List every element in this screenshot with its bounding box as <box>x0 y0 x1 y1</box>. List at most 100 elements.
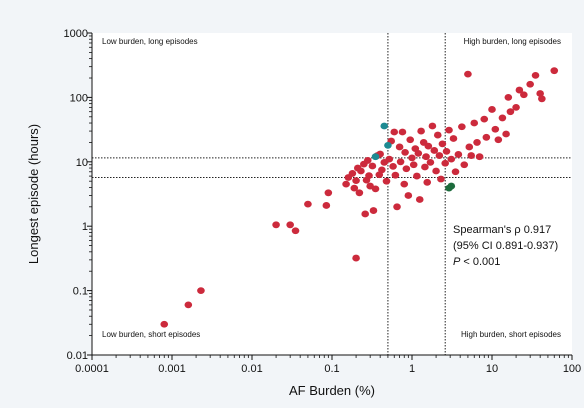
data-point-main <box>414 150 423 157</box>
data-point-main <box>184 301 193 309</box>
statistics-annotation: Spearman's ρ 0.917 (95% CI 0.891-0.937) … <box>453 224 558 268</box>
data-point-main <box>432 167 440 175</box>
data-point-main <box>197 287 205 294</box>
data-point-main <box>506 108 515 116</box>
data-point-main <box>389 162 397 170</box>
data-point-main <box>435 152 444 159</box>
data-point-green <box>447 182 456 190</box>
data-point-main <box>428 122 437 130</box>
annotation-line-3: P < 0.001 <box>453 256 500 268</box>
x-axis-title: AF Burden (%) <box>289 383 375 398</box>
data-point-main <box>447 155 456 163</box>
data-point-main <box>460 161 469 169</box>
data-point-main <box>355 189 364 197</box>
data-point-main <box>437 175 445 183</box>
annotation-line-2: (95% CI 0.891-0.937) <box>453 240 558 252</box>
data-point-main <box>404 192 413 199</box>
data-point-main <box>361 210 369 218</box>
data-point-main <box>482 133 491 141</box>
data-point-main <box>438 140 447 148</box>
data-point-main <box>368 162 377 170</box>
data-point-main <box>423 178 432 186</box>
x-axis-ticks: 0.0001 0.001 0.01 0.1 1 10 100 <box>75 355 581 375</box>
data-point-main <box>426 158 435 166</box>
data-point-main <box>413 172 421 180</box>
quadrant-label-bottom-left: Low burden, short episodes <box>102 330 200 339</box>
data-point-main <box>393 203 401 211</box>
data-point-main <box>515 86 524 94</box>
data-point-main <box>363 157 372 164</box>
data-point-main <box>475 153 484 161</box>
annotation-p-value: < 0.001 <box>460 256 500 268</box>
y-axis-ticks: 0.01 0.1 1 10 100 1000 <box>64 28 92 362</box>
quadrant-label-top-right: High burden, long episodes <box>464 37 561 46</box>
y-tick-label: 0.1 <box>73 286 88 298</box>
data-point-main <box>449 135 458 142</box>
data-point-main <box>342 180 350 188</box>
data-point-main <box>464 70 472 78</box>
data-point-main <box>445 126 453 134</box>
y-axis-title: Longest episode (hours) <box>26 124 41 264</box>
data-point-main <box>424 142 433 150</box>
quadrant-label-top-left: Low burden, long episodes <box>102 37 198 46</box>
data-point-main <box>467 152 476 159</box>
data-point-main <box>272 221 280 229</box>
data-point-main <box>400 180 409 188</box>
data-point-main <box>322 202 331 209</box>
data-point-main <box>390 128 399 136</box>
data-point-main <box>480 115 489 123</box>
data-point-teal <box>380 122 389 130</box>
data-point-main <box>473 139 481 146</box>
data-point-main <box>348 170 357 177</box>
data-point-main <box>526 80 534 88</box>
data-point-main <box>531 71 540 79</box>
x-tick-label: 0.001 <box>158 363 186 375</box>
annotation-p-symbol: P <box>453 256 461 268</box>
data-points <box>160 67 559 328</box>
data-point-main <box>398 128 407 136</box>
data-point-main <box>454 151 463 158</box>
y-tick-label: 1000 <box>64 28 88 40</box>
y-tick-label: 10 <box>76 157 88 169</box>
data-point-main <box>442 148 451 155</box>
data-point-teal <box>384 141 392 149</box>
data-point-main <box>391 171 400 179</box>
data-point-main <box>160 320 169 328</box>
data-point-main <box>550 67 559 75</box>
data-point-main <box>357 167 365 175</box>
x-tick-label: 0.1 <box>324 363 339 375</box>
data-point-main <box>406 136 415 144</box>
data-point-main <box>324 189 333 197</box>
quadrant-label-bottom-right: High burden, short episodes <box>461 330 561 339</box>
data-point-main <box>304 200 312 208</box>
data-point-main <box>396 158 405 166</box>
data-point-main <box>498 114 507 122</box>
data-point-main <box>491 125 500 133</box>
x-tick-label: 0.01 <box>241 363 262 375</box>
data-point-main <box>502 130 510 138</box>
data-point-main <box>538 95 546 103</box>
data-point-main <box>494 136 503 144</box>
data-point-main <box>470 119 479 127</box>
data-point-main <box>504 94 513 101</box>
data-point-main <box>465 143 474 151</box>
data-point-main <box>488 106 496 113</box>
y-tick-label: 0.01 <box>67 350 88 362</box>
data-point-main <box>371 185 380 193</box>
data-point-main <box>433 131 442 139</box>
data-point-main <box>382 177 391 185</box>
data-point-main <box>520 91 528 99</box>
data-point-main <box>286 221 294 229</box>
data-point-main <box>365 172 373 180</box>
data-point-main <box>352 177 360 185</box>
data-point-main <box>415 196 424 203</box>
reference-lines <box>92 33 572 355</box>
plot-area <box>92 33 572 355</box>
data-point-main <box>458 123 466 131</box>
data-point-main <box>441 159 449 167</box>
data-point-main <box>369 207 378 214</box>
data-point-main <box>422 153 430 161</box>
data-point-main <box>402 165 411 173</box>
x-tick-label: 0.0001 <box>75 363 109 375</box>
